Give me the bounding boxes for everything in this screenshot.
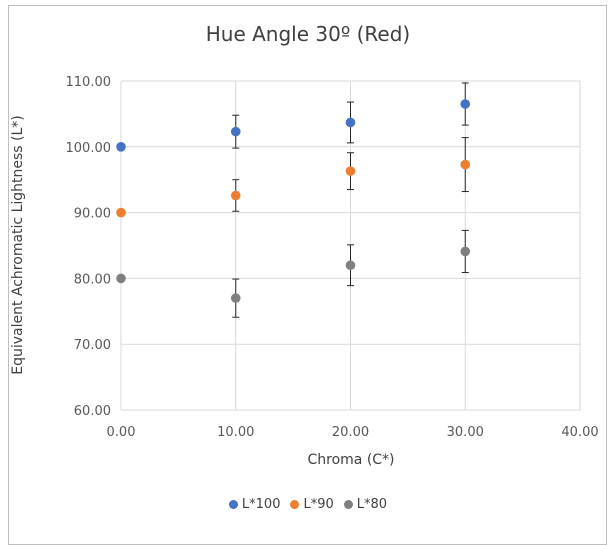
- legend-label-l100: L*100: [241, 497, 281, 512]
- y-tick-label: 70.00: [74, 338, 111, 353]
- data-point-l80: [460, 246, 471, 257]
- y-tick-label: 90.00: [74, 207, 111, 222]
- chart-title: Hue Angle 30º (Red): [205, 22, 411, 46]
- legend-item-l80: L*80: [343, 497, 388, 512]
- data-point-l90: [116, 207, 126, 218]
- y-tick-label: 60.00: [74, 404, 111, 419]
- legend-label-l80: L*80: [356, 497, 388, 512]
- legend-marker-l80: [343, 500, 353, 509]
- legend-label-l90: L*90: [303, 497, 334, 512]
- y-tick-label: 110.00: [66, 75, 112, 90]
- x-tick-label: 30.00: [447, 425, 484, 440]
- data-point-l80: [230, 293, 241, 303]
- data-point-l100: [345, 117, 356, 128]
- data-point-l100: [460, 99, 471, 109]
- data-point-l100: [116, 142, 126, 152]
- y-tick-label: 100.00: [66, 141, 112, 156]
- data-point-l80: [116, 273, 126, 284]
- data-point-l100: [230, 126, 241, 137]
- legend-item-l90: L*90: [290, 497, 334, 512]
- x-tick-label: 40.00: [561, 425, 598, 440]
- x-tick-label: 10.00: [217, 425, 254, 440]
- legend-item-l100: L*100: [228, 497, 281, 512]
- legend: L*100 L*90 L*80: [0, 497, 616, 512]
- data-point-l90: [345, 166, 356, 176]
- legend-marker-l100: [228, 500, 238, 509]
- x-tick-label: 0.00: [107, 425, 136, 440]
- data-point-l90: [230, 190, 241, 201]
- y-axis-label: Equivalent Achromatic Lightness (L*): [10, 115, 26, 375]
- y-tick-label: 80.00: [74, 272, 111, 287]
- x-axis-label: Chroma (C*): [307, 452, 395, 468]
- chart-frame: [8, 5, 607, 545]
- legend-marker-l90: [290, 500, 300, 509]
- x-tick-label: 20.00: [332, 425, 369, 440]
- data-point-l80: [345, 260, 356, 271]
- chart-plot: 60.00 70.00 80.00 90.00 100.00 110.00 0.00 10.0…: [66, 75, 599, 440]
- data-point-l90: [460, 159, 471, 170]
